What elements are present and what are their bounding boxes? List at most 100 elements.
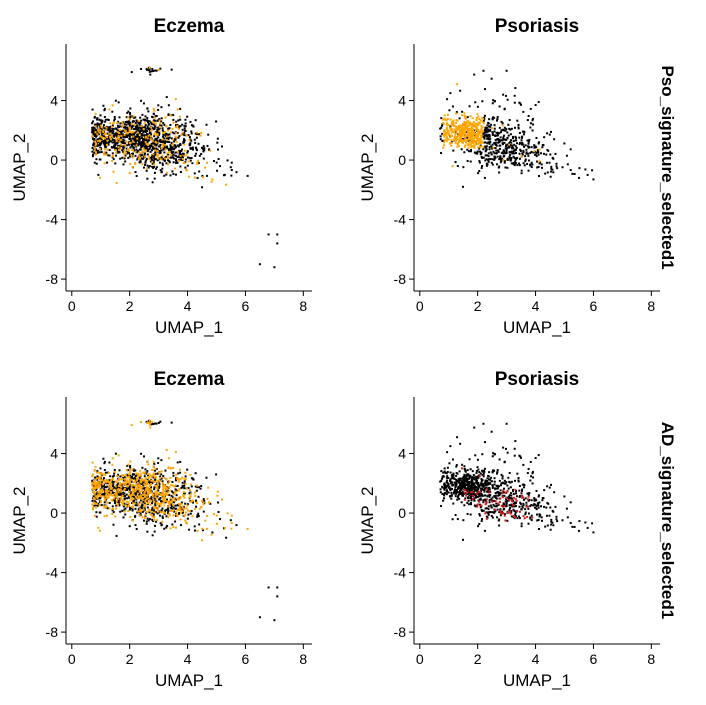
data-point bbox=[450, 491, 453, 494]
data-point bbox=[92, 131, 95, 134]
highlight-point bbox=[173, 497, 176, 500]
data-point bbox=[513, 152, 516, 155]
data-point bbox=[167, 510, 170, 513]
highlight-point bbox=[500, 504, 503, 507]
data-point bbox=[180, 155, 183, 158]
data-point bbox=[134, 478, 137, 481]
data-point bbox=[186, 164, 189, 167]
highlight-point bbox=[142, 471, 145, 474]
data-point bbox=[476, 466, 479, 469]
data-point bbox=[143, 502, 146, 505]
data-point bbox=[441, 124, 444, 127]
data-point bbox=[165, 491, 168, 494]
data-point bbox=[555, 162, 558, 165]
data-point bbox=[151, 181, 154, 184]
data-point bbox=[156, 126, 159, 129]
highlight-point bbox=[155, 485, 158, 488]
row-label: AD_signature_selected1 bbox=[658, 422, 677, 619]
data-point bbox=[496, 163, 499, 166]
data-point bbox=[96, 125, 99, 128]
data-point bbox=[174, 479, 177, 482]
data-point bbox=[137, 479, 140, 482]
data-point bbox=[533, 146, 536, 149]
data-point bbox=[520, 525, 523, 528]
data-point bbox=[114, 127, 117, 130]
data-point bbox=[235, 524, 238, 527]
data-point bbox=[169, 147, 172, 150]
data-point bbox=[136, 158, 139, 161]
highlight-point bbox=[148, 66, 151, 69]
data-point bbox=[133, 473, 136, 476]
highlight-point bbox=[104, 133, 107, 136]
data-point bbox=[468, 490, 471, 493]
highlight-point bbox=[178, 115, 181, 118]
data-point bbox=[529, 107, 532, 110]
data-point bbox=[197, 512, 200, 515]
data-point bbox=[121, 141, 124, 144]
data-point bbox=[491, 117, 494, 120]
data-point bbox=[175, 120, 178, 123]
x-tick-label: 0 bbox=[416, 298, 424, 314]
data-point bbox=[93, 504, 96, 507]
data-point bbox=[134, 135, 137, 138]
data-point bbox=[532, 151, 535, 154]
data-point bbox=[131, 126, 134, 129]
highlight-point bbox=[104, 499, 107, 502]
data-point bbox=[131, 137, 134, 140]
data-point bbox=[122, 126, 125, 129]
data-point bbox=[140, 128, 143, 131]
data-point bbox=[506, 158, 509, 161]
highlight-point bbox=[156, 492, 159, 495]
data-point bbox=[186, 156, 189, 159]
highlight-point bbox=[211, 178, 214, 181]
data-point bbox=[111, 141, 114, 144]
data-point bbox=[489, 125, 492, 128]
highlight-point bbox=[164, 116, 167, 119]
data-point bbox=[485, 129, 488, 132]
data-point bbox=[488, 158, 491, 161]
data-point bbox=[155, 147, 158, 150]
data-point bbox=[170, 494, 173, 497]
data-point bbox=[173, 140, 176, 143]
highlight-point bbox=[464, 117, 467, 120]
data-point bbox=[496, 508, 499, 511]
data-point bbox=[521, 135, 524, 138]
highlight-point bbox=[153, 145, 156, 148]
data-point bbox=[150, 495, 153, 498]
data-point bbox=[145, 492, 148, 495]
highlight-point bbox=[132, 115, 135, 118]
data-point bbox=[191, 148, 194, 151]
data-point bbox=[146, 164, 149, 167]
highlight-point bbox=[160, 158, 163, 161]
data-point bbox=[96, 470, 99, 473]
data-point bbox=[218, 518, 221, 521]
data-point bbox=[181, 128, 184, 131]
highlight-point bbox=[114, 485, 117, 488]
highlight-point bbox=[196, 162, 199, 165]
data-point bbox=[203, 149, 206, 152]
data-point bbox=[540, 505, 543, 508]
data-point bbox=[167, 127, 170, 130]
highlight-point bbox=[166, 171, 169, 174]
highlight-point bbox=[145, 510, 148, 513]
data-point bbox=[475, 488, 478, 491]
data-point bbox=[484, 145, 487, 148]
data-point bbox=[490, 476, 493, 479]
data-point bbox=[166, 508, 169, 511]
data-point bbox=[455, 481, 458, 484]
highlight-point bbox=[144, 477, 147, 480]
data-point bbox=[531, 117, 534, 120]
data-point bbox=[493, 155, 496, 158]
data-point bbox=[154, 153, 157, 156]
data-point bbox=[498, 132, 501, 135]
data-point bbox=[555, 165, 558, 168]
data-point bbox=[108, 134, 111, 137]
data-point bbox=[179, 171, 182, 174]
highlight-point bbox=[201, 539, 204, 542]
highlight-point bbox=[93, 468, 96, 471]
data-point bbox=[466, 473, 469, 476]
data-point bbox=[129, 111, 132, 114]
x-tick-label: 6 bbox=[590, 651, 598, 667]
data-point bbox=[439, 127, 442, 130]
data-point bbox=[480, 151, 483, 154]
